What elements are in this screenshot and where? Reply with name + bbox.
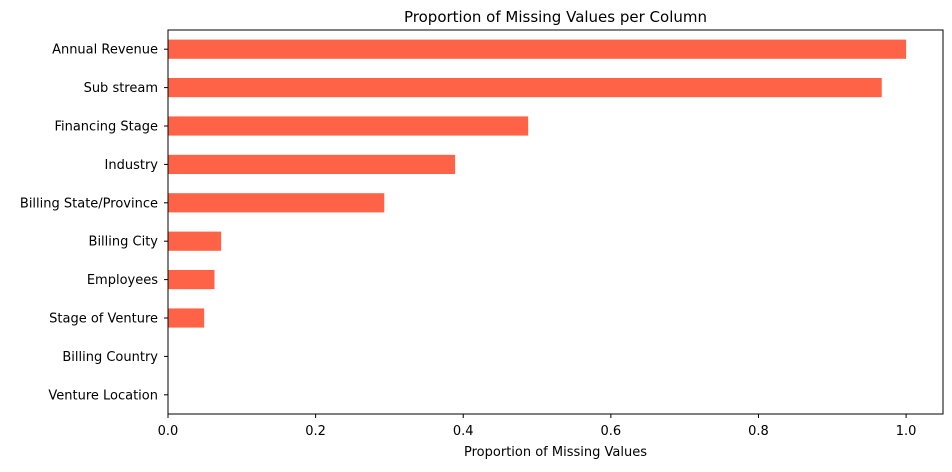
y-tick-label: Annual Revenue: [52, 43, 158, 58]
bar: [168, 270, 215, 290]
x-tick-label: 0.2: [305, 424, 326, 439]
bars-layer: [168, 39, 907, 328]
y-tick-label: Billing Country: [62, 350, 158, 365]
y-tick-label: Employees: [87, 273, 158, 288]
x-tick-label: 1.0: [896, 424, 917, 439]
y-tick-label: Billing City: [89, 235, 159, 250]
y-tick-label: Billing State/Province: [20, 196, 158, 211]
plot-frame: [167, 29, 944, 415]
bar: [168, 308, 205, 328]
x-tick-label: 0.6: [601, 424, 622, 439]
x-axis-label: Proportion of Missing Values: [464, 445, 647, 460]
bar: [168, 231, 222, 251]
bar: [168, 193, 385, 213]
y-tick-label: Industry: [105, 158, 159, 173]
y-tick-label: Stage of Venture: [49, 312, 158, 327]
x-axis-ticks: 0.0 0.2 0.4 0.6 0.8 1.0: [158, 414, 917, 439]
y-tick-label: Venture Location: [48, 388, 158, 403]
x-tick-label: 0.8: [748, 424, 769, 439]
x-tick-label: 0.0: [158, 424, 179, 439]
bar: [168, 78, 882, 98]
y-axis-ticks: Annual Revenue Sub stream Financing Stage I…: [20, 43, 168, 403]
x-tick-label: 0.4: [453, 424, 474, 439]
bar: [168, 39, 907, 59]
chart-title: Proportion of Missing Values per Column: [404, 8, 707, 26]
y-tick-label: Sub stream: [84, 81, 158, 96]
y-tick-label: Financing Stage: [54, 120, 158, 135]
bar: [168, 154, 456, 174]
bar: [168, 116, 529, 136]
